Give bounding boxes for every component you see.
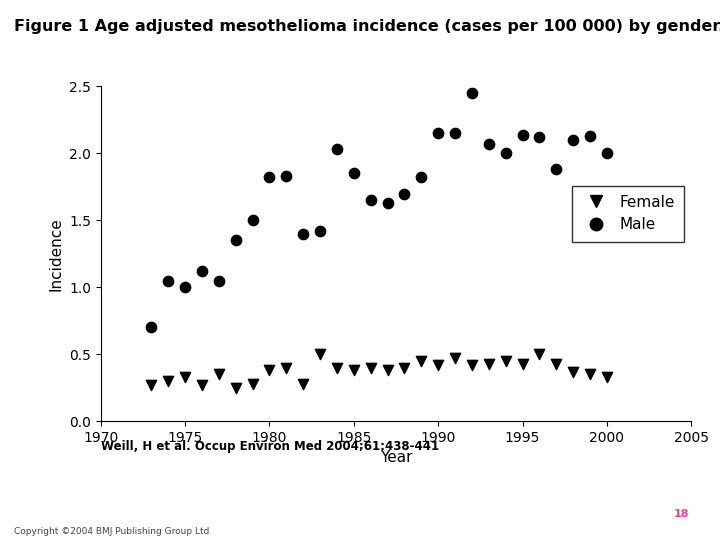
Female — [163, 377, 174, 386]
Female — [449, 354, 461, 362]
Text: ONLINE: ONLINE — [602, 509, 643, 518]
Female — [601, 373, 613, 381]
Female — [382, 366, 393, 375]
Male — [517, 130, 528, 139]
Female — [517, 359, 528, 368]
Y-axis label: Incidence: Incidence — [48, 217, 63, 291]
X-axis label: Year: Year — [379, 450, 413, 465]
Text: Figure 1 Age adjusted mesothelioma incidence (cases per 100 000) by gender.: Figure 1 Age adjusted mesothelioma incid… — [14, 19, 720, 34]
Male — [483, 140, 495, 149]
Male — [466, 89, 477, 97]
Text: 18: 18 — [674, 509, 690, 518]
Male — [179, 283, 191, 292]
Female — [281, 363, 292, 372]
Male — [145, 323, 157, 332]
Male — [551, 165, 562, 174]
Female — [584, 370, 595, 379]
Female — [415, 356, 427, 365]
Male — [567, 136, 579, 144]
Male — [399, 189, 410, 198]
Male — [315, 227, 326, 235]
Male — [382, 199, 393, 207]
Male — [213, 276, 225, 285]
Female — [466, 361, 477, 369]
Female — [145, 381, 157, 389]
Female — [365, 363, 377, 372]
Female — [399, 363, 410, 372]
Female — [197, 381, 208, 389]
Male — [449, 129, 461, 138]
Male — [297, 230, 309, 238]
Legend: Female, Male: Female, Male — [572, 186, 683, 241]
Male — [197, 267, 208, 275]
Male — [247, 216, 258, 225]
Male — [230, 236, 241, 245]
Female — [500, 356, 511, 365]
Female — [567, 367, 579, 376]
Female — [179, 373, 191, 381]
Female — [297, 380, 309, 388]
Female — [348, 366, 359, 375]
Male — [601, 149, 613, 158]
Male — [500, 149, 511, 158]
Male — [433, 129, 444, 138]
Male — [331, 145, 343, 154]
Text: Weill, H et al. Occup Environ Med 2004;61:438-441: Weill, H et al. Occup Environ Med 2004;6… — [101, 440, 439, 453]
Female — [230, 383, 241, 392]
Female — [213, 370, 225, 379]
Female — [433, 361, 444, 369]
Male — [365, 196, 377, 205]
Female — [247, 380, 258, 388]
Male — [281, 172, 292, 180]
Female — [315, 350, 326, 359]
Female — [483, 359, 495, 368]
Female — [331, 363, 343, 372]
Text: OEM: OEM — [609, 483, 654, 501]
Text: Copyright ©2004 BMJ Publishing Group Ltd: Copyright ©2004 BMJ Publishing Group Ltd — [14, 526, 210, 536]
Female — [551, 359, 562, 368]
Male — [163, 276, 174, 285]
Male — [264, 173, 275, 182]
Male — [534, 133, 545, 141]
Female — [264, 366, 275, 375]
Male — [415, 173, 427, 182]
Female — [534, 350, 545, 359]
Male — [584, 132, 595, 140]
Male — [348, 169, 359, 178]
